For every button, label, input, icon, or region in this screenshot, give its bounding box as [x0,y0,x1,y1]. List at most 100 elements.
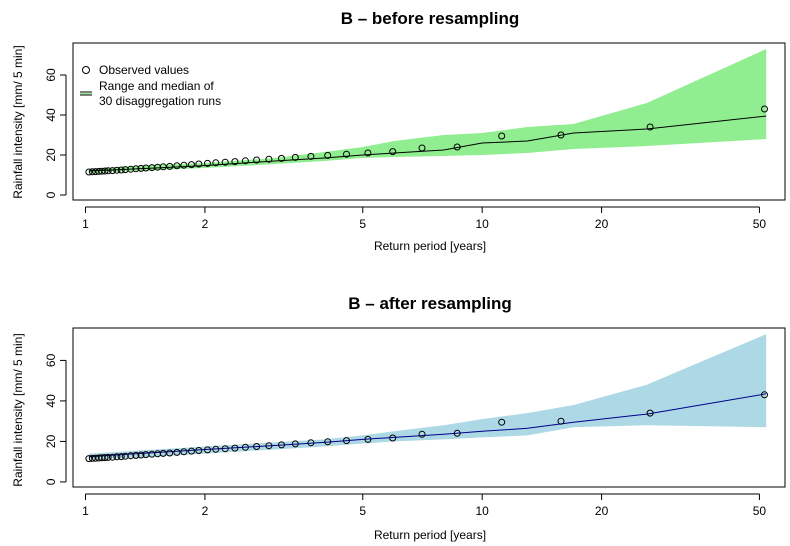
range-band [88,334,767,460]
x-tick-label: 50 [753,217,767,231]
y-tick-label: 0 [44,191,58,198]
y-tick-label: 0 [44,478,58,485]
x-axis-label: Return period [years] [374,528,486,542]
observed-point [364,149,372,157]
observed-point [173,162,181,170]
x-tick-label: 2 [202,504,209,518]
observed-point [418,430,426,438]
observed-point [159,449,167,457]
chart-after-resampling: B – after resampling 1 2 5 10 20 50 0 20 40 60 R… [11,294,786,542]
observed-point [557,131,565,139]
observed-point [291,153,299,161]
observed-point [204,159,211,167]
observed-point [85,455,93,463]
observed-point [307,152,315,160]
y-tick-label: 40 [44,108,58,122]
x-tick-label: 10 [475,504,489,518]
observed-point [241,443,249,451]
chart-title: B – before resampling [341,9,520,28]
legend-observed-symbol [82,66,90,74]
observed-point [121,452,129,460]
y-axis-label: Rainfall intensity [mm/ 5 min] [11,333,25,486]
observed-point [389,148,397,156]
y-tick-label: 60 [44,68,58,82]
observed-point [204,446,211,454]
observed-point [109,453,116,461]
observed-point [180,161,188,169]
observed-point [498,132,506,140]
observed-point [324,438,332,446]
observed-point [343,437,350,445]
x-tick-label: 10 [475,217,489,231]
observed-point [173,448,181,456]
observed-point [212,445,220,453]
observed-point [241,157,249,165]
observed-point [324,151,332,159]
x-tick-label: 1 [82,217,89,231]
observed-point [557,417,565,425]
observed-point [113,166,121,174]
observed-point [85,168,93,176]
x-axis-label: Return period [years] [374,239,486,253]
observed-point [253,443,261,450]
observed-point [212,159,220,167]
plot-frame [72,327,786,488]
chart-title: B – after resampling [348,294,511,313]
observed-point [127,165,135,173]
observed-point [453,143,461,151]
y-axis-label: Rainfall intensity [mm/ 5 min] [11,45,25,198]
range-band [88,49,767,173]
observed-point [418,144,426,152]
observed-point [180,448,188,456]
observed-point [231,444,239,452]
observed-point [389,434,397,442]
observed-point [761,105,768,113]
observed-point [159,163,167,171]
observed-point [101,454,109,462]
y-tick-label: 20 [44,148,58,162]
observed-point [343,150,350,158]
x-tick-label: 50 [753,504,767,518]
observed-point [231,158,239,166]
observed-point [104,453,112,461]
observed-point [109,167,116,175]
observed-point [265,155,273,163]
legend-range-label: Range and median of [99,79,214,93]
observed-point [364,435,372,443]
observed-point [127,452,135,460]
y-tick-label: 20 [44,434,58,448]
observed-point [195,160,203,168]
observed-point [132,451,140,459]
observed-point [278,154,285,162]
observed-point [291,440,299,448]
x-tick-label: 20 [595,217,609,231]
observed-point [88,454,96,462]
observed-point [188,447,195,455]
observed-point [498,418,506,426]
observed-point [453,429,461,437]
chart-before-resampling: B – before resampling 1 2 5 10 20 50 0204060 … [11,9,786,253]
observed-point [117,166,125,174]
observed-point [195,447,203,454]
observed-point [166,162,174,170]
x-tick-label: 5 [359,217,366,231]
observed-point [253,156,261,164]
y-tick-label: 40 [44,394,58,408]
observed-point [221,158,229,166]
x-tick-label: 1 [82,504,89,518]
observed-point [646,123,654,131]
observed-point [137,164,145,172]
observed-point [104,167,112,175]
observed-point [188,161,195,169]
observed-point [278,441,285,449]
observed-point [221,445,229,453]
observed-point [113,453,121,461]
observed-point [132,165,140,173]
x-tick-label: 5 [359,504,366,518]
observed-point [121,166,129,174]
plot-frame [72,42,786,201]
observed-point [265,442,273,450]
observed-point [117,453,125,461]
legend-range-symbol [80,91,92,96]
